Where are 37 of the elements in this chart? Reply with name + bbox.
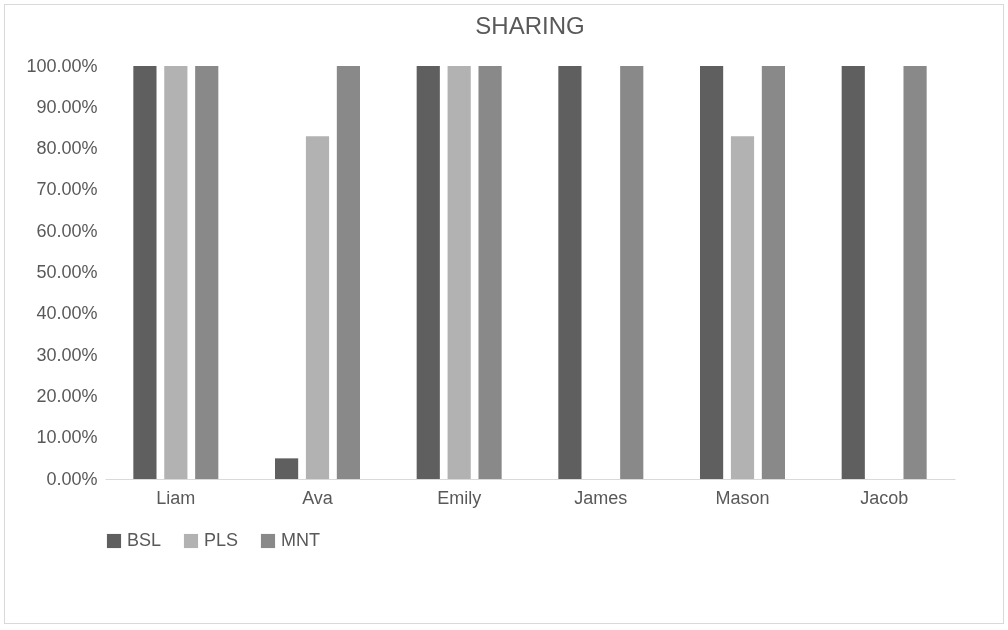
bar bbox=[164, 66, 188, 479]
x-tick-label: James bbox=[574, 487, 628, 508]
x-tick-label: Emily bbox=[437, 487, 482, 508]
legend-label: MNT bbox=[281, 530, 320, 550]
bar bbox=[620, 66, 644, 479]
x-tick-label: Mason bbox=[715, 487, 770, 508]
y-tick-label: 90.00% bbox=[36, 96, 98, 117]
x-tick-label: Jacob bbox=[860, 487, 909, 508]
bar bbox=[447, 66, 471, 479]
y-tick-label: 80.00% bbox=[36, 138, 98, 159]
bar bbox=[558, 66, 582, 479]
chart-title: SHARING bbox=[475, 12, 585, 39]
bar bbox=[478, 66, 502, 479]
y-tick-label: 10.00% bbox=[36, 427, 98, 448]
y-tick-label: 70.00% bbox=[36, 179, 98, 200]
y-tick-label: 100.00% bbox=[26, 55, 98, 76]
y-tick-label: 50.00% bbox=[36, 262, 98, 282]
bar bbox=[305, 136, 330, 479]
bar bbox=[336, 66, 360, 479]
y-tick-label: 40.00% bbox=[36, 303, 98, 324]
bar bbox=[133, 66, 157, 479]
bar bbox=[195, 66, 219, 479]
bar bbox=[903, 66, 927, 479]
bar bbox=[730, 136, 755, 479]
y-tick-label: 0.00% bbox=[46, 468, 98, 489]
bar bbox=[761, 66, 785, 479]
y-tick-label: 20.00% bbox=[36, 385, 98, 406]
bar bbox=[700, 66, 724, 479]
y-tick-label: 60.00% bbox=[36, 220, 98, 241]
bar bbox=[841, 66, 865, 479]
y-tick-label: 30.00% bbox=[36, 344, 98, 365]
bar bbox=[416, 66, 440, 479]
x-tick-label: Liam bbox=[156, 487, 196, 508]
bar bbox=[275, 458, 299, 479]
legend-label: PLS bbox=[204, 530, 239, 550]
legend-label: BSL bbox=[127, 530, 162, 550]
x-tick-label: Ava bbox=[302, 487, 334, 508]
